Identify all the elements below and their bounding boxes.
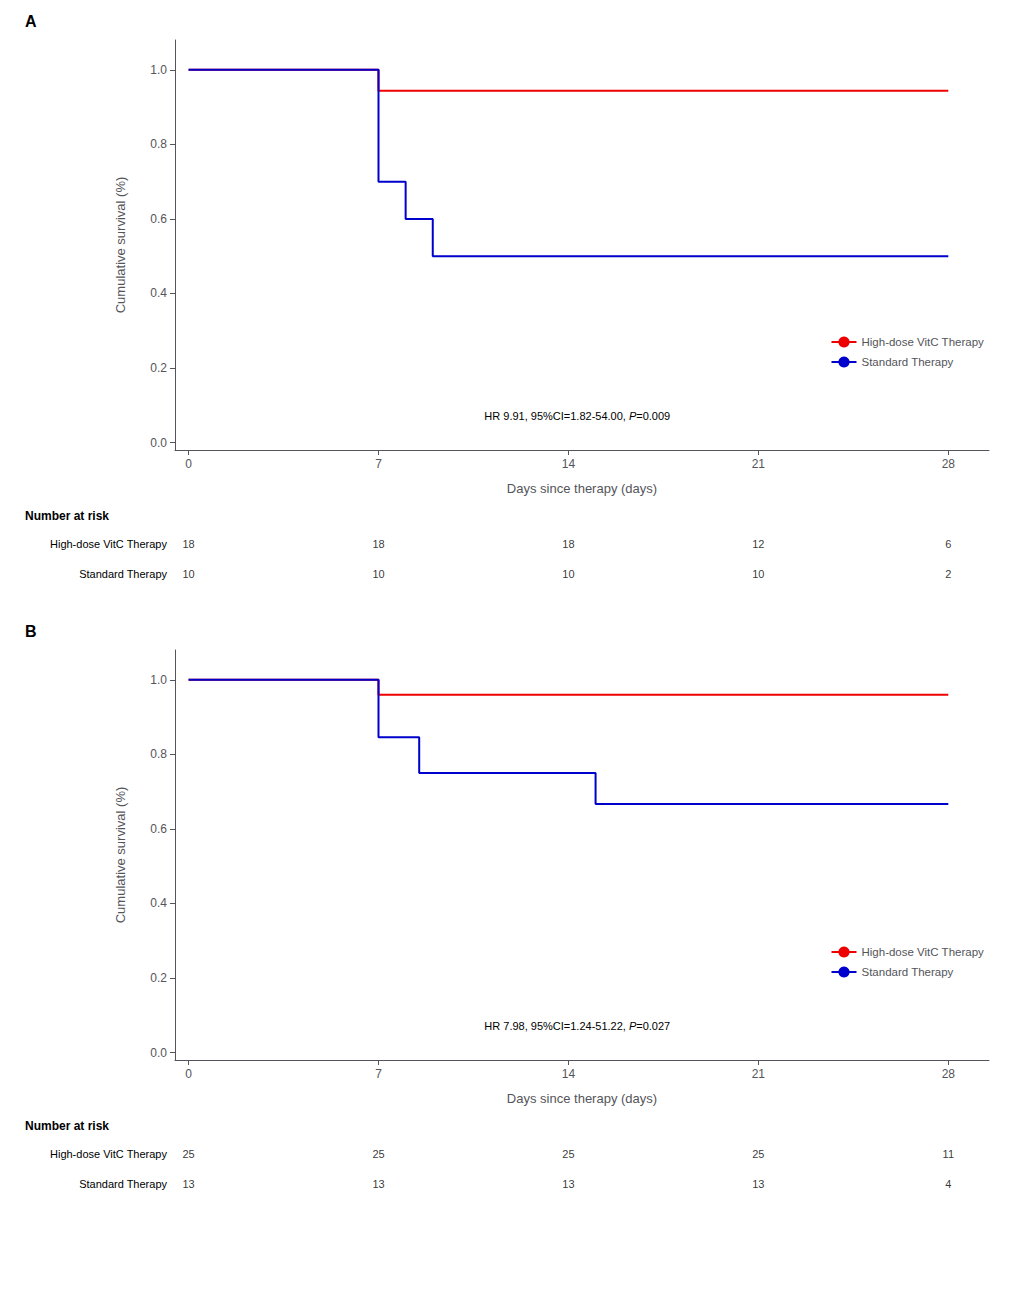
svg-text:P: P — [628, 409, 637, 422]
svg-text:18: 18 — [182, 538, 194, 550]
svg-text:6: 6 — [945, 538, 951, 550]
svg-text:High-dose VitC Therapy: High-dose VitC Therapy — [50, 538, 167, 550]
svg-text:Number at risk: Number at risk — [25, 509, 109, 523]
svg-text:0: 0 — [185, 1067, 192, 1081]
svg-text:21: 21 — [752, 457, 766, 471]
svg-text:13: 13 — [372, 1178, 384, 1190]
svg-text:18: 18 — [372, 538, 384, 550]
svg-text:18: 18 — [562, 538, 574, 550]
svg-text:Standard Therapy: Standard Therapy — [861, 356, 953, 368]
svg-text:0.6: 0.6 — [150, 822, 167, 836]
svg-text:0.6: 0.6 — [150, 212, 167, 226]
svg-text:10: 10 — [752, 568, 764, 580]
svg-text:0.2: 0.2 — [150, 361, 167, 375]
svg-text:7: 7 — [375, 457, 382, 471]
svg-text:0.2: 0.2 — [150, 971, 167, 985]
svg-text:0.0: 0.0 — [150, 436, 167, 450]
svg-text:Cumulative survival (%): Cumulative survival (%) — [113, 177, 128, 314]
svg-text:1.0: 1.0 — [150, 63, 167, 77]
svg-text:7: 7 — [375, 1067, 382, 1081]
svg-text:Number at risk: Number at risk — [25, 1119, 109, 1133]
svg-text:=0.009: =0.009 — [636, 410, 670, 422]
svg-text:11: 11 — [943, 1148, 954, 1160]
svg-text:13: 13 — [752, 1178, 764, 1190]
svg-text:Standard Therapy: Standard Therapy — [861, 966, 953, 978]
svg-text:=0.027: =0.027 — [636, 1020, 670, 1032]
svg-text:0: 0 — [185, 457, 192, 471]
svg-text:Cumulative survival (%): Cumulative survival (%) — [113, 787, 128, 924]
svg-text:1.0: 1.0 — [150, 673, 167, 687]
svg-text:14: 14 — [562, 457, 576, 471]
svg-text:10: 10 — [372, 568, 384, 580]
svg-text:Standard Therapy: Standard Therapy — [79, 568, 167, 580]
svg-text:13: 13 — [182, 1178, 194, 1190]
svg-text:A: A — [25, 13, 37, 30]
svg-text:High-dose VitC Therapy: High-dose VitC Therapy — [861, 336, 984, 348]
svg-text:B: B — [25, 623, 37, 640]
svg-text:28: 28 — [942, 457, 956, 471]
svg-text:4: 4 — [945, 1178, 951, 1190]
svg-text:0.8: 0.8 — [150, 137, 167, 151]
svg-text:12: 12 — [752, 538, 764, 550]
svg-text:0.0: 0.0 — [150, 1046, 167, 1060]
svg-text:0.4: 0.4 — [150, 896, 167, 910]
svg-text:P: P — [628, 1019, 637, 1032]
svg-text:HR 7.98, 95%CI=1.24-51.22,: HR 7.98, 95%CI=1.24-51.22, — [484, 1020, 629, 1032]
svg-text:28: 28 — [942, 1067, 956, 1081]
svg-text:25: 25 — [752, 1148, 764, 1160]
svg-text:High-dose VitC Therapy: High-dose VitC Therapy — [861, 946, 984, 958]
svg-text:HR 9.91, 95%CI=1.82-54.00,: HR 9.91, 95%CI=1.82-54.00, — [484, 410, 629, 422]
svg-text:10: 10 — [562, 568, 574, 580]
svg-text:0.4: 0.4 — [150, 286, 167, 300]
svg-text:Days since therapy (days): Days since therapy (days) — [507, 1091, 657, 1106]
svg-text:14: 14 — [562, 1067, 576, 1081]
svg-text:25: 25 — [182, 1148, 194, 1160]
svg-text:0.8: 0.8 — [150, 747, 167, 761]
svg-text:25: 25 — [372, 1148, 384, 1160]
svg-text:13: 13 — [562, 1178, 574, 1190]
svg-text:25: 25 — [562, 1148, 574, 1160]
svg-text:2: 2 — [945, 568, 951, 580]
svg-text:High-dose VitC Therapy: High-dose VitC Therapy — [50, 1148, 167, 1160]
svg-text:Standard Therapy: Standard Therapy — [79, 1178, 167, 1190]
svg-text:10: 10 — [182, 568, 194, 580]
svg-text:Days since therapy (days): Days since therapy (days) — [507, 481, 657, 496]
svg-text:21: 21 — [752, 1067, 766, 1081]
